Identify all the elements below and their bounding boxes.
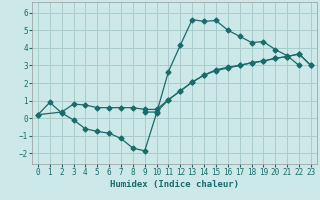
X-axis label: Humidex (Indice chaleur): Humidex (Indice chaleur) [110, 180, 239, 189]
